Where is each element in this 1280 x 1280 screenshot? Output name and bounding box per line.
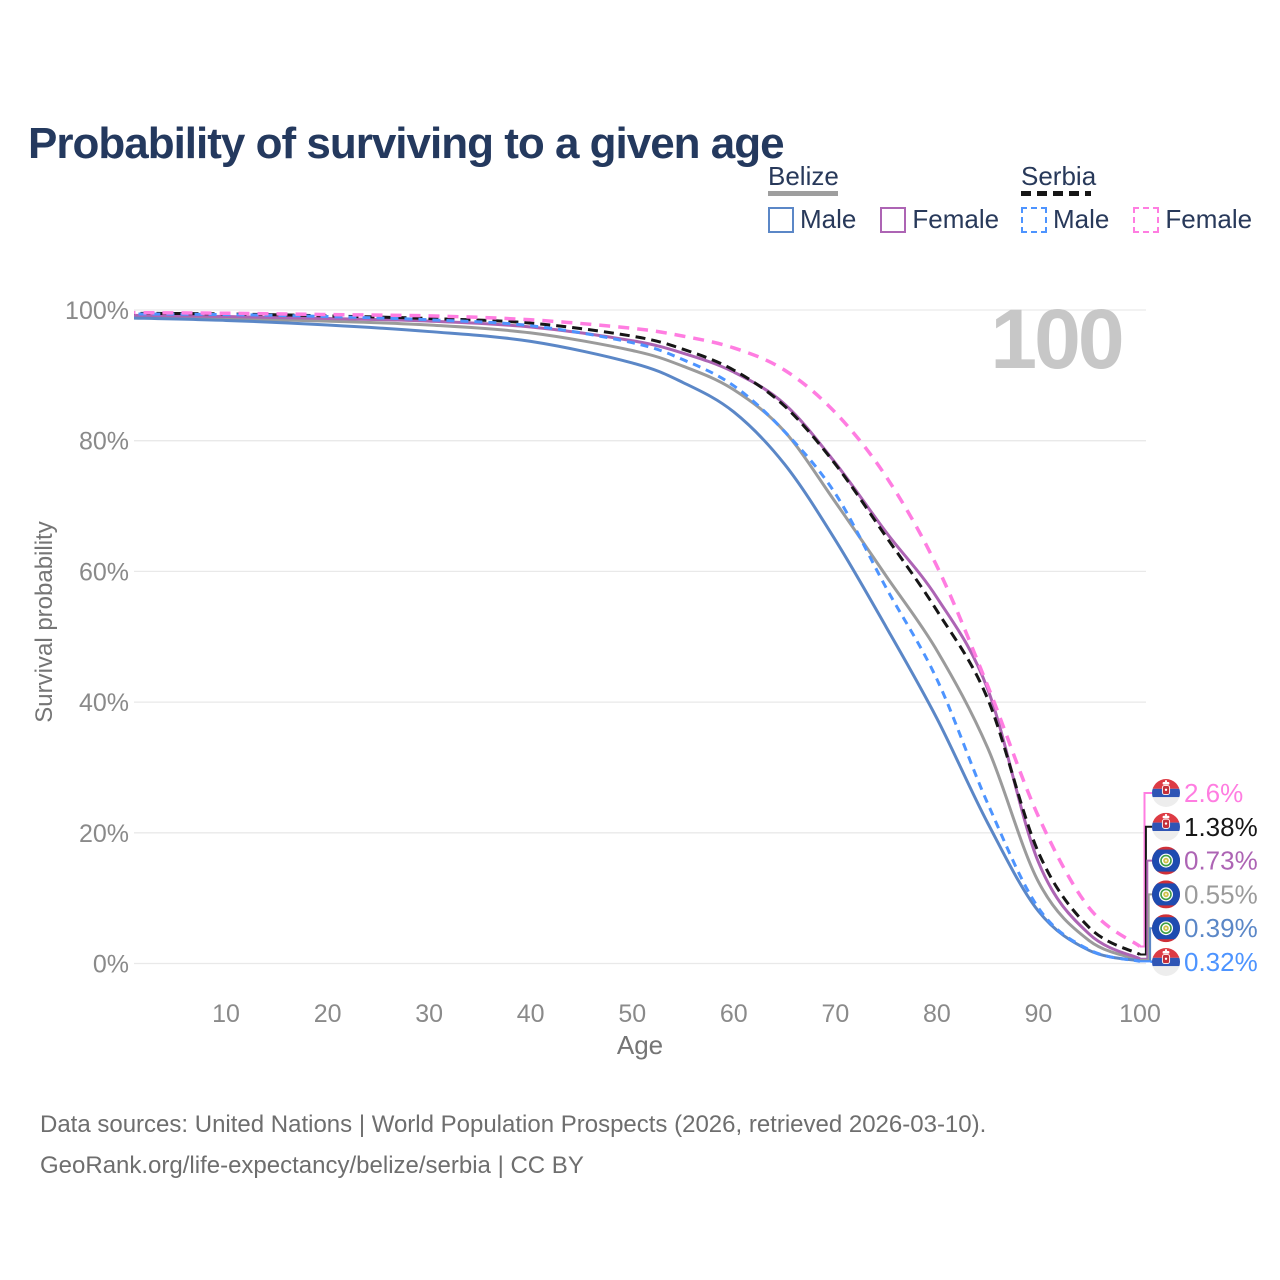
- leader-line-1.38%: [1140, 825, 1152, 956]
- legend-swatch-belize-male: [768, 206, 794, 233]
- y-tick-20%: 20%: [79, 820, 129, 848]
- y-tick-100%: 100%: [65, 297, 129, 325]
- x-tick-20: 20: [314, 1000, 342, 1028]
- end-label-0.73%: 0.73%: [1184, 846, 1258, 876]
- legend-group-serbia: Male Female: [1021, 204, 1252, 235]
- end-label-flag-2: [1152, 846, 1180, 875]
- y-tick-60%: 60%: [79, 558, 129, 586]
- legend-label-belize-female: Female: [912, 204, 1000, 234]
- leader-line-0.55%: [1140, 893, 1152, 961]
- leader-line-2.6%: [1140, 792, 1152, 948]
- x-tick-30: 30: [415, 1000, 443, 1028]
- end-label-flag-3: [1152, 880, 1180, 909]
- end-label-2.6%: 2.6%: [1184, 778, 1243, 808]
- x-tick-40: 40: [517, 1000, 545, 1028]
- x-axis-title: Age: [616, 1030, 664, 1060]
- leader-line-0.32%: [1140, 960, 1153, 963]
- legend-country-serbia: Serbia: [1021, 161, 1097, 191]
- end-label-flag-5: [1152, 948, 1180, 976]
- page-title: Probability of surviving to a given age: [28, 119, 785, 169]
- legend-group-belize: Male Female: [768, 204, 999, 235]
- legend-label-serbia-female: Female: [1165, 204, 1253, 234]
- x-tick-70: 70: [821, 1000, 849, 1028]
- x-tick-10: 10: [212, 1000, 240, 1028]
- legend-item-belize-female[interactable]: Female: [880, 204, 999, 235]
- serbia-flag-icon: [1152, 948, 1180, 976]
- serbia-flag-icon: [1152, 779, 1180, 807]
- end-label-0.39%: 0.39%: [1184, 913, 1258, 943]
- x-tick-60: 60: [720, 1000, 748, 1028]
- footer-data-sources: Data sources: United Nations | World Pop…: [40, 1111, 987, 1138]
- y-tick-40%: 40%: [79, 689, 129, 717]
- x-tick-80: 80: [923, 1000, 951, 1028]
- x-tick-100: 100: [1119, 1000, 1161, 1028]
- x-tick-50: 50: [618, 1000, 646, 1028]
- belize-flag-icon: [1152, 880, 1180, 909]
- end-label-flag-0: [1152, 779, 1180, 807]
- end-label-flag-4: [1152, 914, 1180, 943]
- series-line-belize-both-sexes[interactable]: [125, 315, 1141, 962]
- y-tick-0%: 0%: [93, 951, 129, 979]
- series-line-belize-female[interactable]: [125, 313, 1141, 961]
- series-line-serbia-both-sexes[interactable]: [125, 311, 1141, 956]
- series-line-belize-male[interactable]: [125, 316, 1141, 963]
- legend-item-serbia-female[interactable]: Female: [1133, 204, 1252, 235]
- age-watermark: 100: [990, 292, 1124, 386]
- legend-swatch-belize-female: [880, 206, 907, 233]
- end-label-0.32%: 0.32%: [1184, 947, 1258, 977]
- series-line-serbia-female[interactable]: [125, 310, 1142, 948]
- legend-swatch-serbia-female: [1133, 206, 1160, 233]
- legend-label-belize-male: Male: [800, 204, 857, 234]
- end-label-1.38%: 1.38%: [1184, 812, 1258, 842]
- legend-underline-serbia: [1021, 191, 1091, 196]
- legend-country-belize: Belize: [768, 161, 839, 191]
- footer-attribution-link: GeoRank.org/life-expectancy/belize/serbi…: [40, 1152, 584, 1179]
- end-label-0.55%: 0.55%: [1184, 879, 1258, 909]
- end-label-flag-1: [1152, 812, 1180, 841]
- legend-item-serbia-male[interactable]: Male: [1021, 204, 1109, 235]
- legend-swatch-serbia-male: [1021, 206, 1047, 233]
- y-tick-80%: 80%: [79, 428, 129, 456]
- series-line-serbia-male[interactable]: [125, 312, 1141, 963]
- belize-flag-icon: [1152, 846, 1180, 875]
- legend-underline-belize: [768, 191, 838, 196]
- legend-label-serbia-male: Male: [1053, 204, 1110, 234]
- serbia-flag-icon: [1152, 812, 1180, 841]
- legend-item-belize-male[interactable]: Male: [768, 204, 856, 235]
- footer: Data sources: United Nations | World Pop…: [40, 1104, 986, 1186]
- x-tick-90: 90: [1025, 1000, 1053, 1028]
- leader-line-0.73%: [1140, 859, 1152, 960]
- belize-flag-icon: [1152, 914, 1180, 943]
